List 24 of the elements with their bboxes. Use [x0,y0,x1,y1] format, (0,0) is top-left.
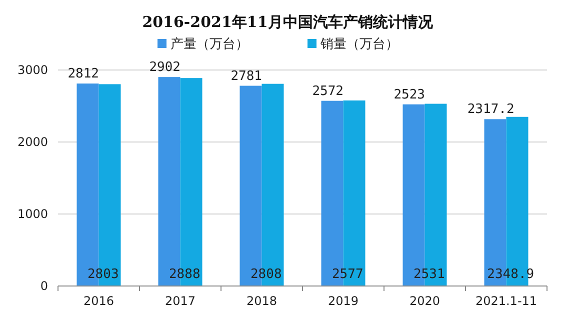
y-tick-label: 2000 [17,135,48,149]
data-label: 2808 [250,267,282,282]
y-tick-label: 1000 [17,207,48,221]
y-tick-label: 0 [40,279,48,293]
data-label: 2812 [68,66,100,82]
data-label: 2317.2 [467,102,514,118]
x-tick-label: 2019 [328,294,359,308]
data-label: 2572 [312,84,344,99]
data-label: 2531 [413,267,445,282]
data-label: 2902 [149,60,181,76]
chart-title: 2016-2021年11月中国汽车产销统计情况 [142,13,434,31]
x-tick-label: 2020 [409,294,440,308]
legend-label: 产量（万台） [170,37,248,52]
legend-label: 销量（万台） [320,37,398,52]
data-label: 2803 [87,267,119,282]
x-tick-label: 2021.1-11 [475,294,538,308]
y-tick-label: 3000 [17,63,48,77]
x-tick-label: 2017 [164,294,196,308]
x-tick-label: 2016 [83,294,114,308]
data-label: 2888 [168,267,200,282]
data-label: 2781 [230,68,262,84]
data-label: 2523 [394,87,426,102]
data-label: 2577 [332,267,364,282]
x-tick-label: 2018 [246,294,278,308]
